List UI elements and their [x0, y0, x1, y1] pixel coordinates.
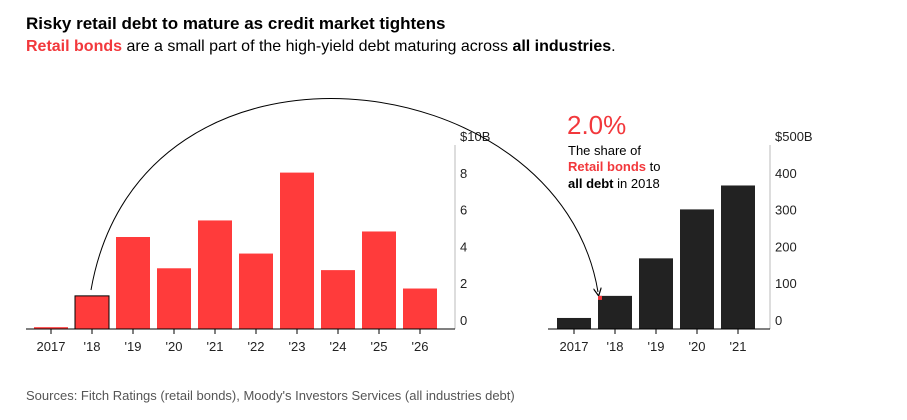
retail-xtick-label: '21 — [207, 339, 224, 354]
annotation-line2: Retail bonds to — [568, 159, 660, 174]
retail-ytick-label: 2 — [460, 276, 467, 291]
retail-bar — [34, 327, 68, 329]
all-ytick-label: 0 — [775, 313, 782, 328]
all-bar — [639, 258, 673, 329]
all-xtick-label: '21 — [730, 339, 747, 354]
all-ytick-label: 400 — [775, 166, 797, 181]
annotation-line1: The share of — [568, 143, 641, 158]
retail-share-highlight — [598, 295, 602, 300]
all-ytick-label: 100 — [775, 276, 797, 291]
retail-xtick-label: '23 — [289, 339, 306, 354]
retail-xtick-label: 2017 — [37, 339, 66, 354]
retail-bonds-chart: $10B 8 6 4 2 0 2017 '18 '19 '20 '21 '22 '23 '24 '25 '26 — [26, 129, 490, 354]
retail-ytick-label: 6 — [460, 203, 467, 218]
retail-xtick-label: '25 — [371, 339, 388, 354]
all-bar — [680, 209, 714, 329]
retail-bar — [116, 237, 150, 329]
all-ytick-label: 300 — [775, 203, 797, 218]
annotation-line3-rest: in 2018 — [614, 176, 660, 191]
all-ytick-label: $500B — [775, 129, 813, 144]
annotation-all-debt: all debt — [568, 176, 614, 191]
all-industries-chart: $500B 400 300 200 100 0 2017 '18 '19 '20 '21 — [548, 129, 813, 354]
subtitle-all-industries: all industries — [512, 38, 612, 55]
chart-title: Risky retail debt to mature as credit ma… — [26, 14, 446, 33]
retail-bar — [280, 172, 314, 329]
all-xtick-label: '19 — [648, 339, 665, 354]
retail-bar — [403, 288, 437, 329]
subtitle-middle: are a small part of the high-yield debt … — [122, 38, 513, 55]
connector-arc — [90, 98, 598, 292]
all-xtick-label: '20 — [689, 339, 706, 354]
retail-ytick-label: 0 — [460, 313, 467, 328]
all-bar — [557, 317, 591, 329]
all-ytick-label: 200 — [775, 239, 797, 254]
subtitle-end: . — [611, 38, 616, 55]
retail-xtick-label: '22 — [248, 339, 265, 354]
annotation-value: 2.0% — [567, 110, 626, 140]
source-note: Sources: Fitch Ratings (retail bonds), M… — [26, 388, 515, 403]
retail-bar — [362, 231, 396, 329]
annotation-line2-rest: to — [646, 159, 660, 174]
retail-xtick-label: '26 — [412, 339, 429, 354]
retail-bar — [239, 253, 273, 329]
all-bar — [721, 185, 755, 329]
all-bar — [598, 295, 632, 329]
retail-ytick-label: $10B — [460, 129, 490, 144]
retail-xtick-label: '18 — [84, 339, 101, 354]
retail-ytick-label: 4 — [460, 239, 467, 254]
annotation-line3: all debt in 2018 — [568, 176, 660, 191]
retail-xtick-label: '20 — [166, 339, 183, 354]
all-xtick-label: '18 — [607, 339, 624, 354]
annotation-retail-bonds: Retail bonds — [568, 159, 646, 174]
retail-bar — [157, 268, 191, 329]
chart-subtitle: Retail bonds are a small part of the hig… — [26, 38, 616, 56]
retail-ytick-label: 8 — [460, 166, 467, 181]
retail-xtick-label: '24 — [330, 339, 347, 354]
subtitle-retail-bonds: Retail bonds — [26, 38, 123, 55]
retail-bar — [321, 270, 355, 329]
retail-bar — [74, 295, 110, 330]
annotation: 2.0% The share of Retail bonds to all de… — [567, 110, 660, 191]
retail-xtick-label: '19 — [125, 339, 142, 354]
all-xtick-label: 2017 — [560, 339, 589, 354]
retail-bar — [198, 220, 232, 329]
